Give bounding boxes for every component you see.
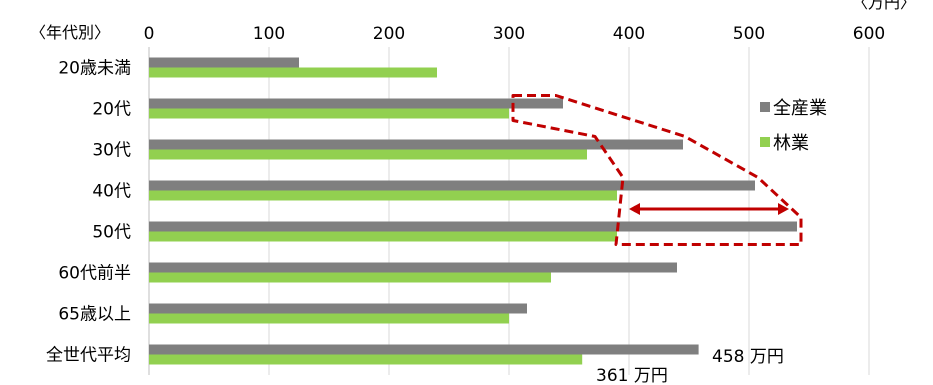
- legend-label-forestry: 林業: [773, 133, 809, 154]
- y-tick-label: 20歳未満: [58, 59, 131, 79]
- legend-swatch-all-industry: [760, 102, 770, 112]
- y-tick-label: 50代: [92, 223, 131, 243]
- legend-label-all-industry: 全産業: [773, 98, 827, 119]
- x-tick-label: 300: [493, 24, 525, 44]
- legend: 全産業 林業: [760, 98, 827, 154]
- comparison-outline: [511, 94, 803, 246]
- bars: [149, 57, 797, 365]
- gap-arrow-head-left: [629, 203, 640, 215]
- x-tick-label: 500: [733, 24, 765, 44]
- y-tick-label: 65歳以上: [58, 305, 131, 325]
- y-axis-label: 〈年代別〉: [30, 23, 110, 42]
- gap-arrow-head-right: [778, 203, 789, 215]
- bar-all-industry: [149, 57, 299, 68]
- legend-swatch-forestry: [760, 137, 770, 147]
- bar-all-industry: [149, 180, 755, 191]
- x-tick-label: 600: [853, 24, 885, 44]
- y-tick-label: 40代: [92, 182, 131, 202]
- bar-forestry: [149, 67, 437, 78]
- all-industry-average-label: 458 万円: [712, 347, 784, 367]
- x-axis-ticks: 0 100 200 300 400 500 600: [144, 24, 886, 44]
- x-tick-label: 0: [144, 24, 155, 44]
- bar-all-industry: [149, 344, 699, 355]
- annotation-overlay: [511, 94, 803, 246]
- y-tick-label: 60代前半: [58, 264, 131, 284]
- bar-forestry: [149, 354, 583, 365]
- gridlines: [148, 47, 870, 375]
- x-tick-label: 400: [613, 24, 645, 44]
- bar-all-industry: [149, 303, 527, 314]
- x-tick-label: 100: [253, 24, 285, 44]
- bar-forestry: [149, 231, 617, 242]
- bar-all-industry: [149, 221, 797, 232]
- bar-forestry: [149, 108, 509, 119]
- bar-forestry: [149, 149, 587, 160]
- y-tick-label: 30代: [92, 141, 131, 161]
- forestry-average-label: 361 万円: [596, 366, 668, 385]
- bar-all-industry: [149, 98, 563, 109]
- y-tick-label: 20代: [92, 100, 131, 120]
- bar-forestry: [149, 313, 509, 324]
- bar-forestry: [149, 190, 617, 201]
- unit-label: 〈万円〉: [852, 0, 916, 12]
- x-tick-label: 200: [373, 24, 405, 44]
- bar-all-industry: [149, 139, 683, 150]
- y-tick-label: 全世代平均: [46, 346, 131, 366]
- bar-forestry: [149, 272, 551, 283]
- bar-all-industry: [149, 262, 677, 273]
